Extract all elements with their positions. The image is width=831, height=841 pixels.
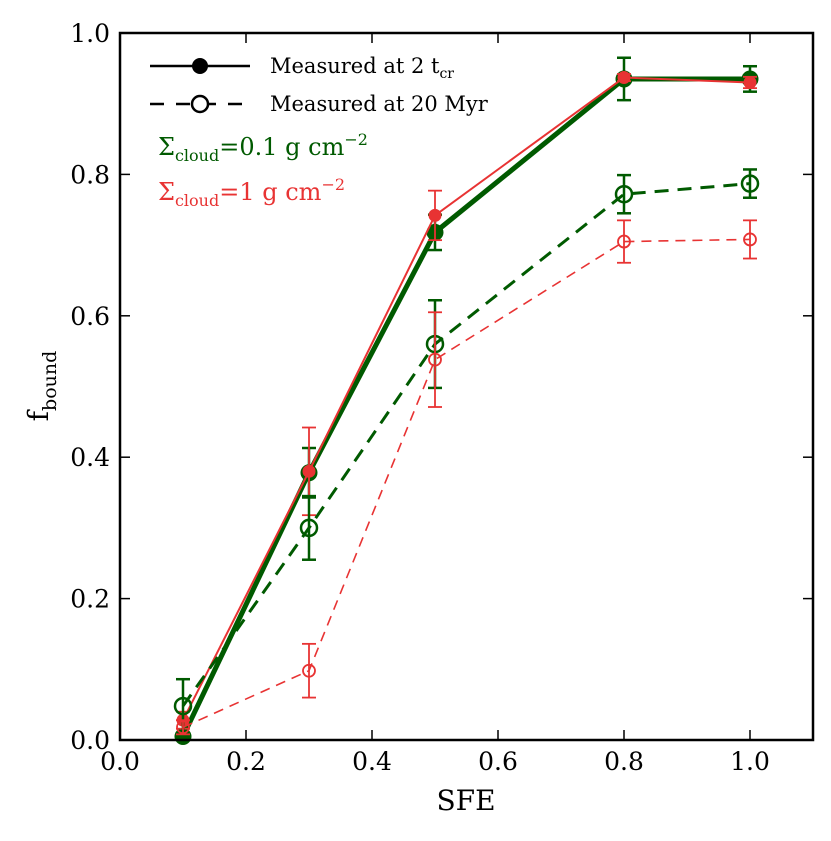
data-point [173, 696, 193, 716]
annotation-sub: cloud [175, 191, 219, 210]
legend-marker [190, 94, 210, 114]
legend-label-main: Measured at 2 t [270, 54, 440, 78]
data-point [428, 352, 442, 367]
data-point [617, 234, 631, 249]
y-tick-label: 1.0 [70, 19, 110, 48]
annotation-sup: −2 [321, 175, 345, 194]
y-axis-label: fbound [22, 351, 61, 422]
y-tick-label: 0.2 [70, 585, 110, 614]
legend-label: Measured at 2 tcr [270, 54, 454, 82]
annotation-sup: −2 [344, 130, 368, 149]
data-point [743, 232, 757, 247]
annotation-value: =0.1 g cm [219, 133, 344, 161]
series-layer [173, 56, 760, 745]
annotation-value: =1 g cm [219, 178, 321, 206]
legend-label-sub: cr [439, 66, 454, 82]
y-tick-label: 0.8 [70, 160, 110, 189]
y-axis-label-sub: bound [39, 351, 61, 411]
x-tick-label: 0.4 [352, 747, 392, 776]
legend: Measured at 2 tcr Measured at 20 Myr [150, 54, 489, 116]
data-point [302, 663, 316, 678]
x-tick-label: 0.0 [100, 747, 140, 776]
data-point [617, 71, 631, 85]
series-2 [173, 168, 760, 735]
y-tick-label: 0.0 [70, 726, 110, 755]
series-1 [176, 71, 757, 730]
data-point [614, 184, 634, 204]
data-point [299, 518, 319, 538]
x-tick-label: 1.0 [730, 747, 770, 776]
x-tick-label: 0.2 [226, 747, 266, 776]
y-tick-label: 0.6 [70, 302, 110, 331]
annotation-symbol: Σ [158, 133, 175, 161]
y-axis-label-main: f [22, 408, 55, 421]
series-3 [176, 219, 757, 736]
sigma-cloud-annotation: Σcloud=1 g cm−2 [158, 175, 345, 210]
data-point [176, 720, 190, 735]
x-tick-label: 0.6 [478, 747, 518, 776]
annotation-symbol: Σ [158, 178, 175, 206]
data-point [302, 464, 316, 478]
legend-label: Measured at 20 Myr [270, 92, 489, 116]
legend-label-main: Measured at 20 Myr [270, 92, 489, 116]
plot-frame [118, 31, 815, 742]
x-axis-label: SFE [436, 784, 495, 817]
x-tick-label: 0.8 [604, 747, 644, 776]
axis-ticks: 0.0 0.2 0.4 0.6 0.8 1.0 0.0 0.2 0.4 0.6 0.8 1.0 [70, 19, 813, 776]
legend-marker [192, 58, 208, 74]
data-point [428, 208, 442, 222]
y-tick-label: 0.4 [70, 443, 110, 472]
series-line [181, 182, 751, 707]
series-line [182, 76, 751, 721]
sigma-cloud-annotation: Σcloud=0.1 g cm−2 [158, 130, 368, 165]
data-point [740, 174, 760, 193]
series-line [182, 238, 751, 729]
annotation-sub: cloud [175, 146, 219, 165]
data-point [743, 75, 757, 89]
